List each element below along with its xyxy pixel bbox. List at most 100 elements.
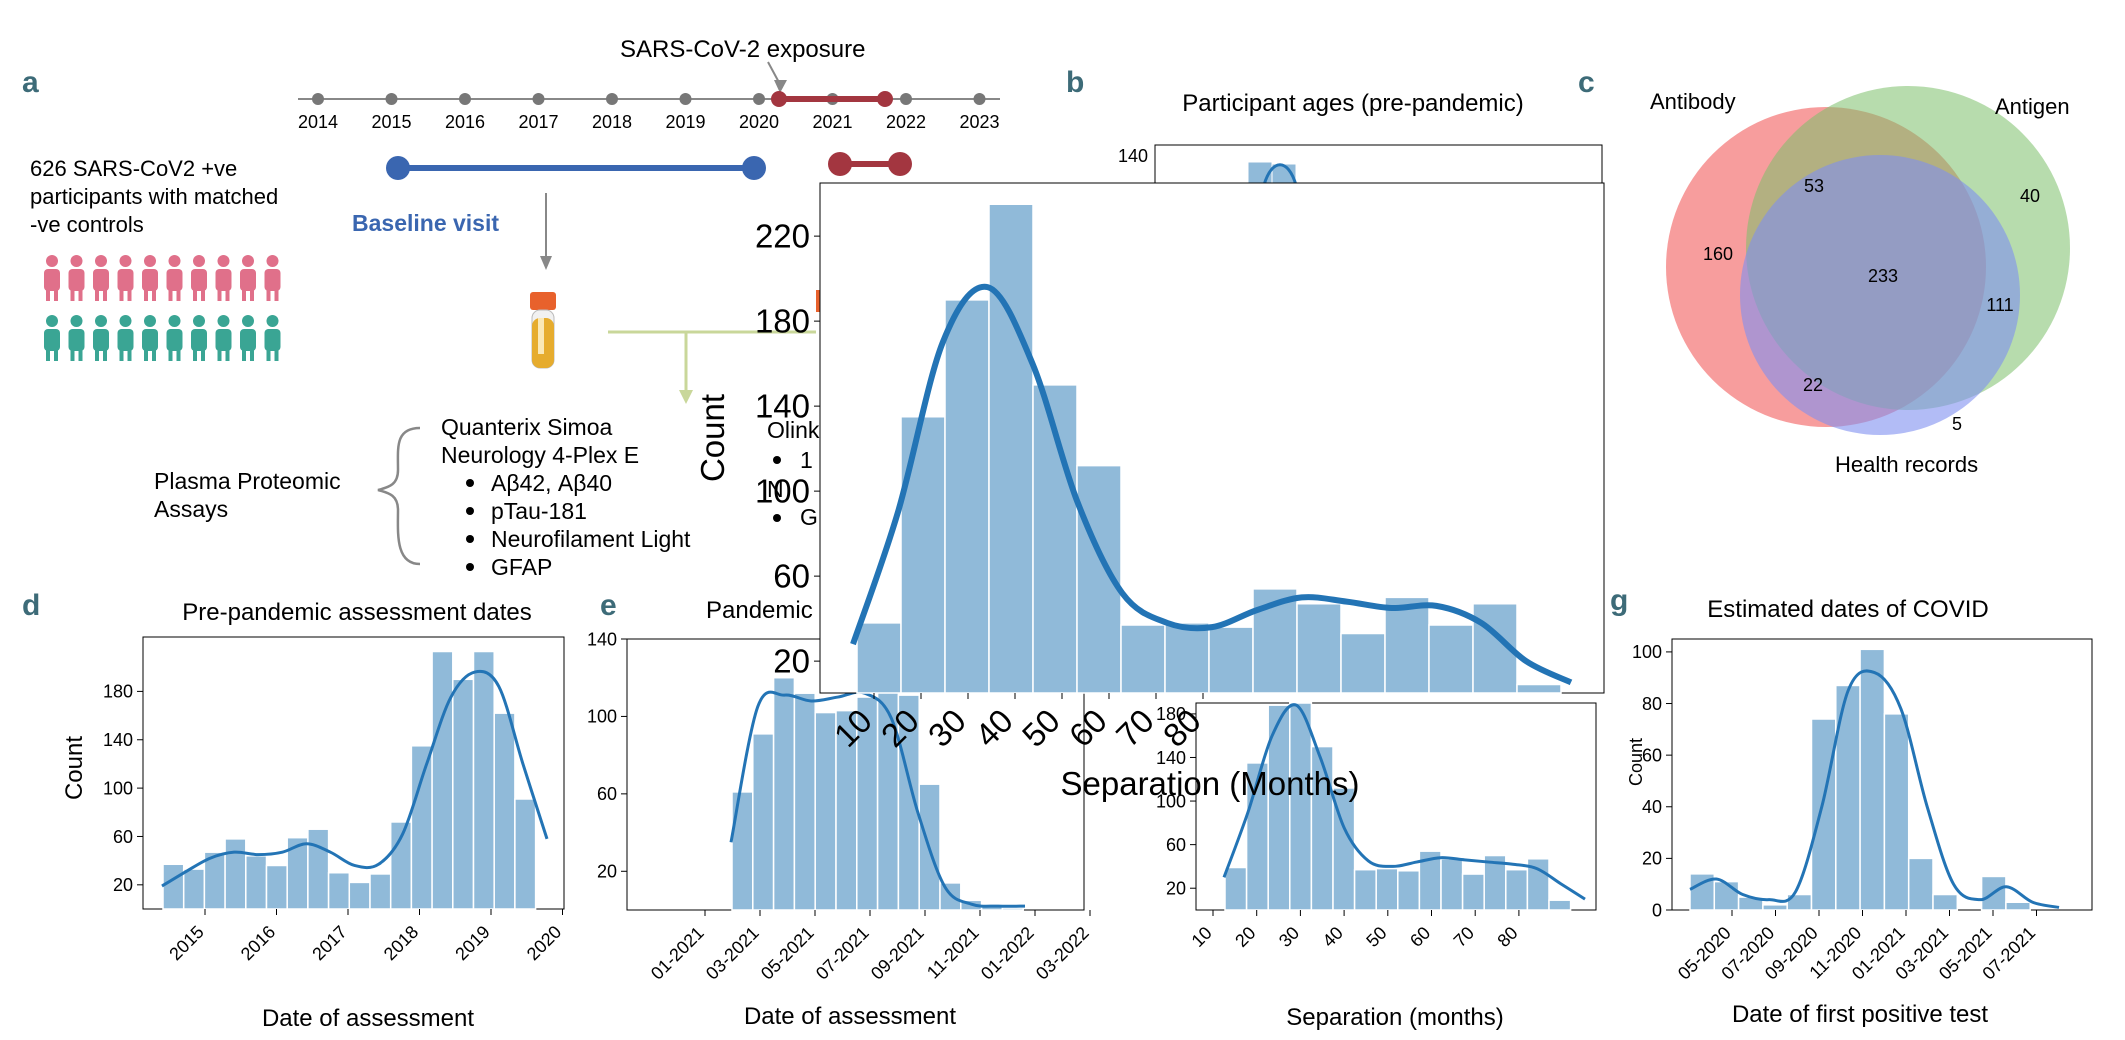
histogram-bar [1164, 622, 1210, 694]
x-tick-label: 60 [1406, 923, 1434, 951]
histogram-bar [1883, 713, 1910, 911]
y-tick-label: 140 [1156, 748, 1186, 768]
female-person-icon [242, 255, 254, 267]
y-tick-label: 100 [1632, 642, 1662, 662]
x-tick-label: 70 [1109, 702, 1161, 754]
panel-c: c Antibody Antigen Health records 160 53… [1578, 66, 2070, 477]
y-tick-label: 60 [773, 558, 810, 595]
male-person-icon [144, 315, 156, 327]
histogram-bar [1397, 870, 1421, 911]
timeline-year-dot [900, 93, 912, 105]
timeline-year-label: 2021 [812, 112, 852, 132]
timeline-year-dot [679, 93, 692, 105]
person-body-icon [215, 269, 232, 291]
exposure-arrowhead [774, 80, 787, 93]
timeline-year-label: 2019 [665, 112, 705, 132]
kde-line [850, 283, 1573, 686]
histogram-bar [1353, 868, 1377, 911]
venn-count-antibody-health: 22 [1803, 375, 1823, 395]
assay-arrowhead [679, 390, 693, 404]
male-person-icon [242, 315, 254, 327]
person-body-icon [264, 269, 281, 291]
x-tick-label: 07-2021 [812, 923, 873, 984]
histogram-bar [410, 745, 433, 910]
person-leg-icon [168, 289, 173, 301]
histogram-bar [1505, 868, 1529, 911]
y-tick-label: 60 [113, 827, 133, 847]
x-tick-label: 03-2021 [702, 923, 763, 984]
person-leg-icon [176, 289, 181, 301]
panel-f-xlabel: Separation (months) [1286, 1004, 1503, 1031]
olink-bullet-3 [773, 514, 781, 522]
histogram-bar [348, 881, 371, 910]
person-leg-icon [266, 349, 271, 361]
histogram-bar [1440, 858, 1464, 911]
y-tick-label: 180 [755, 303, 810, 340]
timeline-year-dot [312, 93, 324, 105]
person-leg-icon [95, 349, 99, 361]
histogram-bar [1208, 626, 1254, 694]
quanterix-title-1: Quanterix Simoa [441, 414, 613, 440]
x-tick-label: 05-2021 [757, 923, 818, 984]
panel-letter-a: a [22, 66, 39, 99]
female-person-icon [95, 255, 107, 267]
participant-icons [44, 255, 281, 361]
person-leg-icon [127, 289, 132, 301]
person-leg-icon [250, 349, 254, 361]
y-tick-label: 40 [1642, 797, 1662, 817]
panel-b-axes [1154, 144, 1603, 186]
panel-g-title: Estimated dates of COVID [1707, 596, 1988, 623]
quanterix-bullet [466, 535, 474, 543]
panel-b-ytick: 140 [1118, 146, 1148, 166]
venn-label-antigen: Antigen [1995, 94, 2070, 119]
olink-partial-title: Olink [767, 417, 820, 443]
person-leg-icon [70, 289, 75, 301]
x-tick-label: 60 [1062, 702, 1114, 754]
person-body-icon [93, 269, 109, 291]
chart-f: 20 60 100 140 180 10 20 30 40 50 60 70 80 [1156, 702, 1597, 951]
panel-letter-c: c [1578, 66, 1595, 99]
olink-item-2: N [767, 476, 784, 502]
y-tick-label: 60 [597, 784, 617, 804]
x-tick-label: 01-2021 [647, 923, 708, 984]
male-person-icon [119, 315, 132, 327]
person-leg-icon [144, 289, 148, 301]
y-tick-label: 20 [1166, 879, 1186, 899]
person-leg-icon [193, 349, 197, 361]
x-tick-label: 2018 [380, 922, 422, 964]
x-tick-label: 40 [1319, 923, 1347, 951]
male-person-icon [168, 315, 181, 327]
person-leg-icon [201, 349, 205, 361]
venn-count-all: 233 [1868, 266, 1898, 286]
person-leg-icon [46, 349, 50, 361]
histogram-bar [814, 711, 837, 911]
panel-e-xlabel: Date of assessment [744, 1003, 956, 1030]
histogram-bar [327, 871, 351, 910]
y-tick-label: 0 [1652, 900, 1662, 920]
timeline-year-label: 2023 [959, 112, 999, 132]
female-person-icon [46, 255, 58, 267]
chart-g: 02040608010005-202007-202009-202011-2020… [1632, 638, 2093, 984]
baseline-end-dot [742, 156, 766, 180]
timeline-year-label: 2015 [371, 112, 411, 132]
y-tick-label: 80 [1642, 694, 1662, 714]
histogram-bar [939, 882, 962, 911]
person-leg-icon [46, 289, 50, 301]
person-leg-icon [119, 349, 124, 361]
y-tick-label: 60 [1642, 745, 1662, 765]
overlay-ylabel: Count [694, 394, 731, 482]
male-person-icon [266, 315, 279, 327]
person-body-icon [240, 269, 256, 291]
person-body-icon [166, 269, 183, 291]
venn-count-antibody-only: 160 [1703, 244, 1733, 264]
y-tick-label: 20 [113, 875, 133, 895]
histogram-bar [1932, 893, 1959, 911]
person-leg-icon [266, 289, 271, 301]
assay-brace [377, 426, 421, 566]
histogram-bar [369, 873, 392, 910]
timeline-year-label: 2016 [445, 112, 485, 132]
histogram-bar [772, 676, 796, 911]
y-tick-label: 180 [1156, 704, 1186, 724]
person-body-icon [117, 329, 134, 351]
